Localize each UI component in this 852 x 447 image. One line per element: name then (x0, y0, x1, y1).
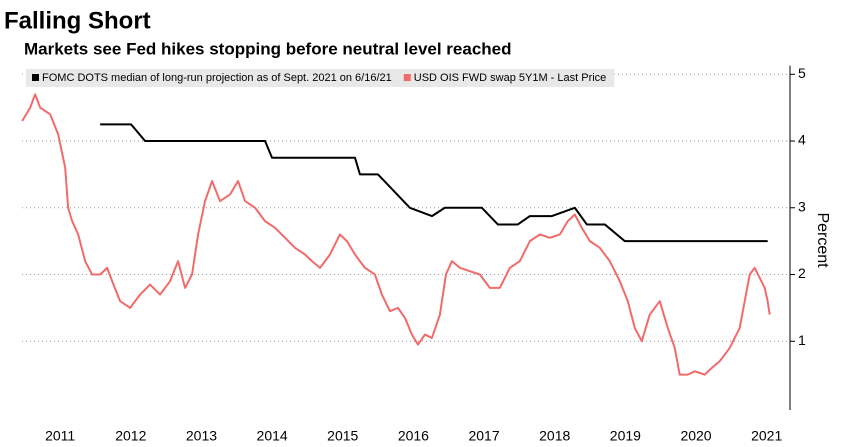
legend-swatch (32, 74, 39, 81)
x-tick-label: 2014 (257, 428, 288, 444)
x-tick-label: 2018 (539, 428, 570, 444)
legend-background (26, 69, 615, 87)
legend-label: USD OIS FWD swap 5Y1M - Last Price (414, 72, 607, 84)
y-tick-label: 1 (798, 332, 806, 348)
chart-title: Falling Short (4, 7, 151, 34)
y-tick-label: 5 (798, 65, 806, 81)
legend-label: FOMC DOTS median of long-run projection … (42, 72, 392, 84)
x-tick-label: 2012 (115, 428, 146, 444)
x-tick-label: 2019 (610, 428, 641, 444)
x-tick-label: 2011 (45, 428, 75, 444)
y-tick-label: 3 (798, 198, 806, 214)
x-tick-label: 2015 (327, 428, 358, 444)
chart-subtitle: Markets see Fed hikes stopping before ne… (24, 39, 512, 58)
x-tick-label: 2013 (186, 428, 217, 444)
line-series (100, 123, 768, 243)
line-series (21, 93, 771, 376)
x-tick-label: 2020 (680, 428, 711, 444)
x-tick-label: 2021 (751, 428, 782, 444)
y-tick-label: 4 (798, 132, 806, 148)
x-tick-label: 2016 (398, 428, 429, 444)
x-tick-label: 2017 (468, 428, 499, 444)
legend-swatch (403, 74, 411, 81)
y-axis-label: Percent (814, 212, 831, 268)
y-tick-label: 2 (798, 265, 806, 281)
legend: FOMC DOTS median of long-run projection … (26, 69, 615, 87)
